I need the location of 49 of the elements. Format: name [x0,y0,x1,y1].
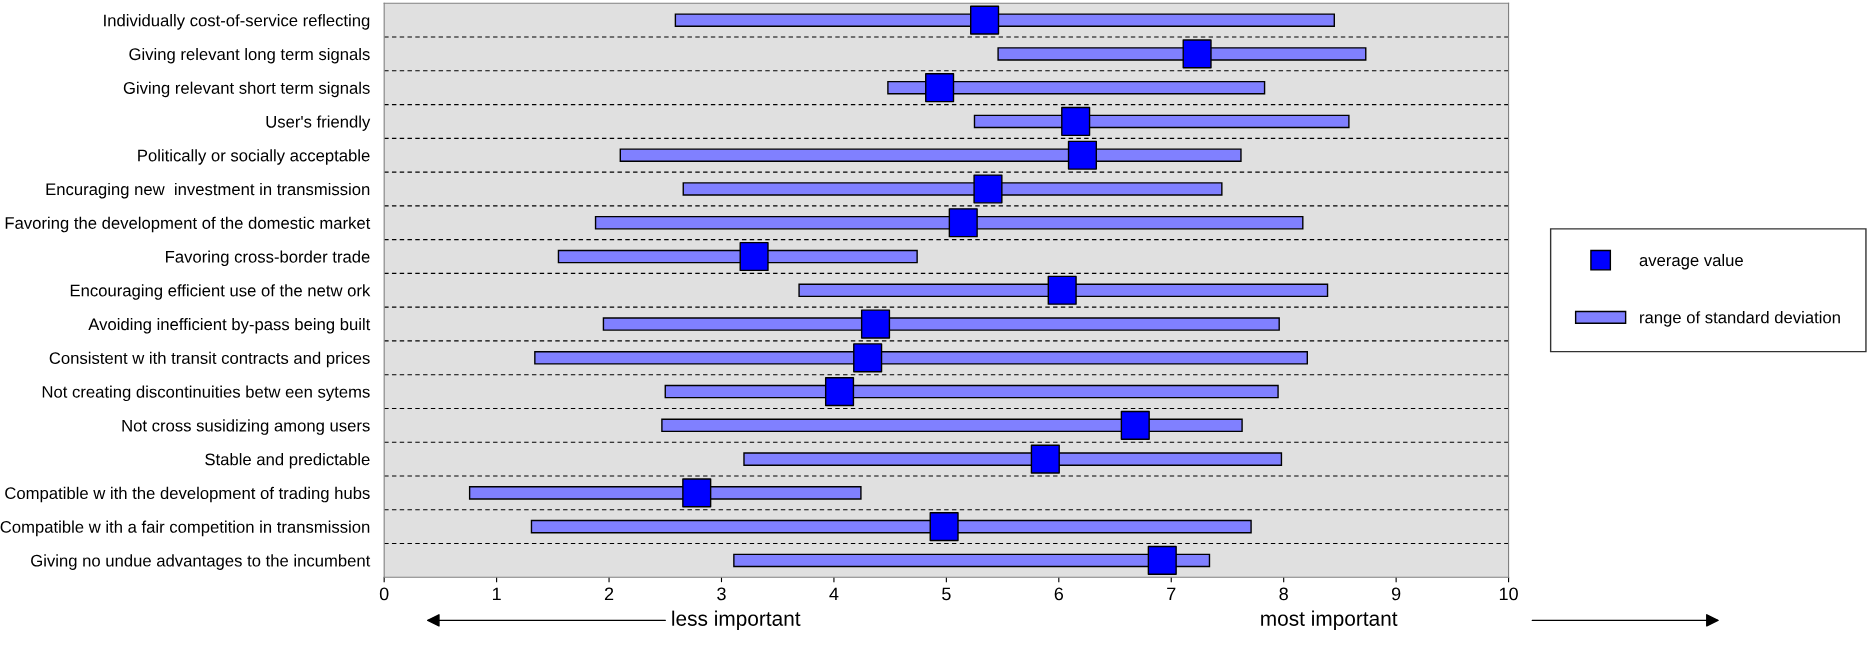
point [970,5,1000,35]
y-tick-label: Compatible w ith a fair competition in transmission [0,520,370,537]
y-tick-label: Individually cost-of-service reflecting [104,14,370,30]
point [1147,545,1177,575]
text: most important [1261,610,1398,631]
y-tick-label: Giving relevant short term signals [123,81,370,98]
legend-label: range of standard deviation [1640,311,1840,327]
x-tick-label: 6 [1054,587,1064,601]
point [1067,140,1098,170]
x-tick-label: 10 [1499,587,1518,601]
y-tick-label: Avoiding inefficient by-pass being built [88,318,371,334]
x-tick-label: 9 [1391,587,1401,601]
y-tick-label: Not cross susidizing among users [122,419,370,435]
y-tick-label: Favoring the development of the domestic market [5,216,371,233]
y-tick-label: Favoring cross-border trade [166,250,370,267]
point [948,208,978,238]
y-tick-label: Encouraging efficient use of the netw ork [70,284,371,300]
x-tick-label: 5 [942,587,951,601]
y-tick-label: Stable and predictable [205,453,370,469]
y-tick-label: User's friendly [266,115,371,131]
x-tick-label: 4 [829,587,839,601]
x-tick-label: 3 [717,587,726,601]
y-tick-label: Compatible w ith the development of trading hubs [5,486,370,503]
y-tick-label: Giving no undue advantages to the incumbent [31,554,371,570]
point [853,343,883,373]
point [860,309,891,339]
point [1047,275,1077,305]
point [1120,410,1150,440]
y-tick-label: Consistent w ith transit contracts and prices [49,351,370,368]
x-tick-label: 0 [379,587,389,601]
point [973,174,1003,204]
y-tick-label: Giving relevant long term signals [129,47,370,64]
legend-label: average value [1639,253,1743,270]
text: less important [672,610,801,631]
x-tick-label: 2 [604,587,614,601]
point [739,241,769,272]
point [1182,39,1212,69]
y-tick-label: Encuraging new investment in transmission [46,182,370,199]
y-tick-label: Not creating discontinuities betw een sytems [42,385,370,402]
point [1030,444,1060,474]
y-tick-label: Politically or socially acceptable [138,149,370,165]
x-tick-label: 8 [1279,587,1288,601]
point [929,512,959,542]
point [1061,106,1091,137]
x-tick-label: 1 [492,587,501,601]
point [925,73,955,103]
x-tick-label: 7 [1167,587,1176,601]
point [682,478,712,508]
point [824,376,855,407]
